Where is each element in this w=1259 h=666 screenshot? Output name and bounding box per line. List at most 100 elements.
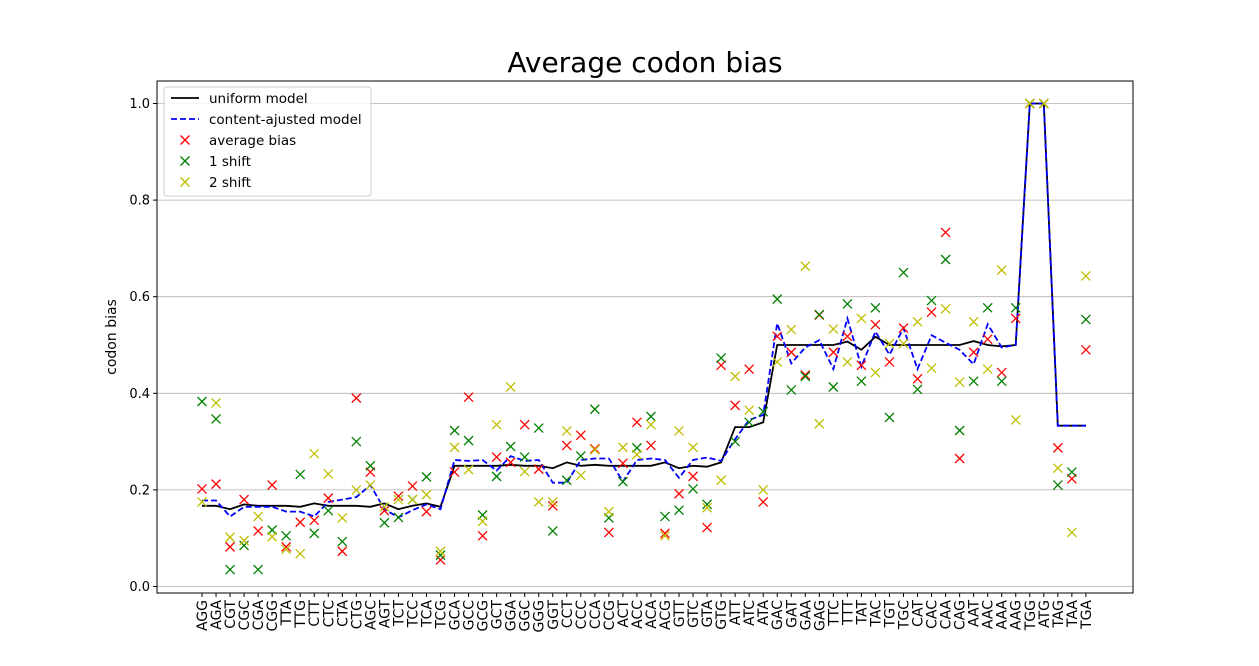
data-point — [1080, 270, 1091, 281]
legend-label: content-ajusted model — [209, 112, 362, 128]
data-point — [211, 413, 221, 424]
xtick-label: TAA — [1065, 600, 1081, 628]
data-point — [309, 515, 320, 526]
data-point — [646, 411, 656, 422]
legend-swatch — [180, 177, 190, 187]
data-point — [407, 494, 418, 505]
data-point — [912, 384, 923, 395]
data-point — [898, 338, 909, 349]
data-point — [239, 540, 250, 551]
data-point — [926, 307, 937, 318]
data-point — [211, 479, 221, 490]
xtick-label: GGG — [532, 600, 548, 633]
data-point — [730, 371, 741, 382]
data-point — [730, 436, 741, 447]
xtick-label: ACA — [644, 600, 660, 629]
data-point — [982, 364, 993, 375]
data-point — [786, 324, 797, 335]
data-point — [828, 324, 839, 335]
data-point — [828, 347, 839, 358]
data-point — [772, 331, 783, 342]
xtick-label: CCA — [588, 600, 604, 630]
data-point — [716, 475, 727, 486]
data-point — [365, 480, 376, 491]
data-point — [491, 452, 502, 463]
xtick-label: AAC — [981, 600, 997, 629]
data-point — [996, 376, 1007, 387]
xtick-label: ATT — [728, 600, 744, 626]
data-point — [870, 319, 881, 330]
xtick-label: CAC — [925, 600, 941, 629]
data-point — [968, 316, 979, 327]
ytick-label: 0.0 — [129, 580, 150, 595]
plot-frame — [156, 80, 1134, 594]
data-point — [239, 535, 250, 546]
data-point — [379, 505, 390, 516]
xtick-label: ACT — [616, 600, 632, 628]
xtick-label: GCT — [490, 600, 506, 630]
data-point — [519, 466, 530, 477]
data-point — [1010, 302, 1021, 313]
data-point — [393, 512, 404, 523]
data-point — [295, 517, 306, 528]
data-point — [688, 471, 699, 482]
data-point — [435, 554, 446, 565]
data-point — [379, 501, 390, 512]
legend: uniform model content-ajusted model averag… — [163, 86, 372, 197]
data-point — [351, 436, 362, 447]
data-point — [295, 548, 306, 559]
xtick-label: TGT — [882, 600, 898, 629]
data-point — [533, 464, 544, 475]
data-point — [253, 511, 264, 522]
data-point — [309, 448, 320, 459]
data-point — [393, 491, 404, 502]
legend-item: 2 shift — [180, 175, 251, 191]
data-point — [547, 500, 558, 511]
data-point — [786, 384, 797, 395]
data-point — [337, 546, 348, 557]
data-point — [239, 494, 250, 505]
xtick-label: CCC — [574, 600, 590, 630]
xtick-label: GTT — [672, 600, 688, 628]
data-point — [996, 367, 1007, 378]
data-point — [561, 475, 572, 486]
data-point — [533, 497, 544, 507]
data-point — [253, 525, 264, 536]
data-point — [519, 419, 530, 430]
data-point — [996, 265, 1007, 276]
data-point — [884, 412, 895, 423]
legend-item: content-ajusted model — [171, 112, 362, 128]
data-point — [758, 406, 769, 417]
legend-box — [163, 86, 372, 197]
xtick-label: TGC — [897, 600, 913, 630]
data-point — [351, 484, 362, 495]
data-point — [463, 392, 474, 403]
data-point — [407, 481, 418, 491]
ytick-label: 0.8 — [129, 194, 150, 209]
xtick-label: GAC — [770, 600, 786, 630]
data-point — [954, 453, 965, 464]
xtick-label: ACC — [630, 600, 646, 629]
data-point — [968, 376, 979, 387]
data-point — [800, 371, 811, 382]
xtick-label: GGT — [546, 600, 562, 630]
xtick-label: CAT — [911, 600, 927, 627]
data-point — [267, 480, 278, 491]
xtick-label: ACG — [658, 600, 674, 630]
xtick-label: AAA — [995, 600, 1011, 630]
data-point — [772, 356, 783, 367]
series-line-0 — [202, 102, 1086, 511]
data-point — [716, 353, 727, 364]
data-point — [281, 530, 292, 541]
xtick-label: TAT — [854, 600, 870, 626]
xtick-label: CCG — [602, 600, 618, 630]
data-point — [603, 506, 614, 517]
data-point — [323, 505, 334, 516]
data-point — [660, 511, 670, 522]
data-point — [814, 418, 825, 429]
xtick-label: CAA — [939, 600, 955, 630]
data-point — [337, 536, 348, 547]
data-point — [702, 522, 713, 533]
data-point — [225, 541, 236, 552]
